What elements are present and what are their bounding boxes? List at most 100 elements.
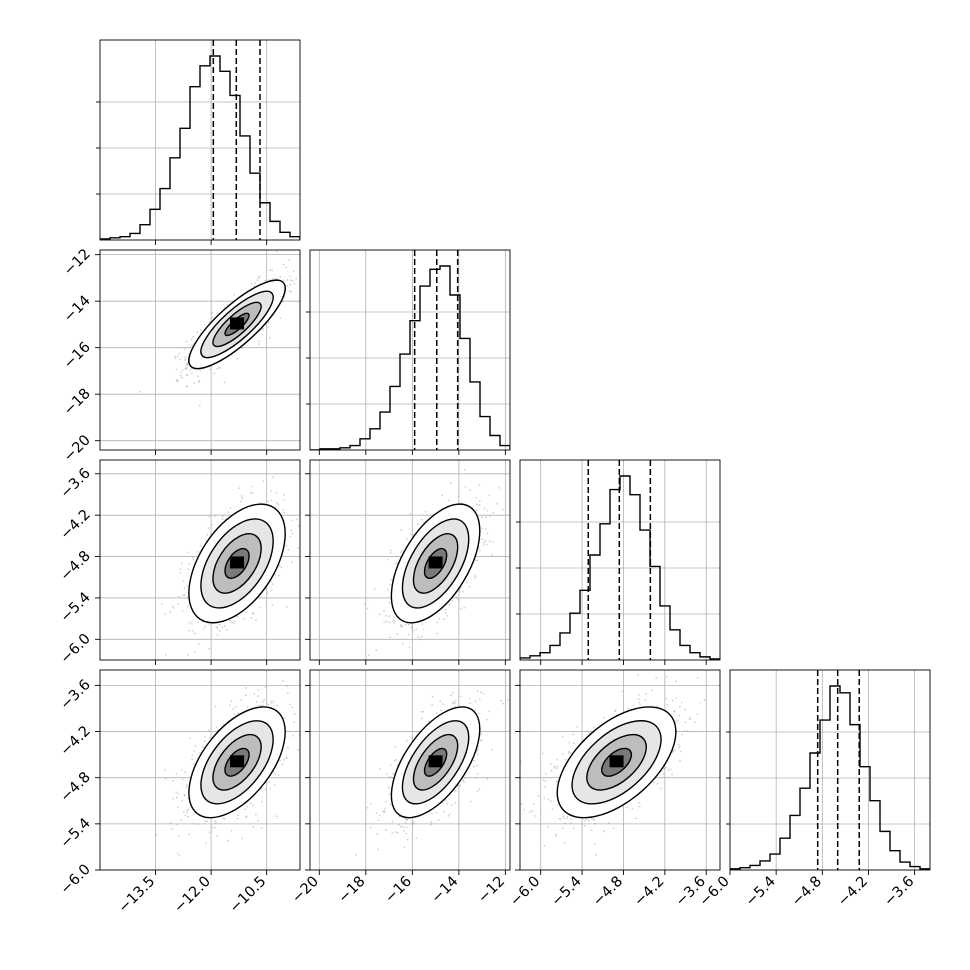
scatter-point [172,607,175,609]
scatter-point [257,688,260,691]
scatter-point [437,819,440,822]
scatter-point [369,826,372,829]
scatter-point [215,726,218,729]
scatter-point [555,835,558,837]
scatter-point [191,372,193,375]
scatter-point [274,773,276,776]
scatter-point [488,540,491,543]
scatter-point [283,717,286,719]
scatter-point [206,533,209,536]
scatter-point [177,380,179,382]
scatter-point [450,694,452,697]
scatter-point [199,369,202,371]
scatter-point [258,340,261,342]
scatter-point [388,621,391,624]
scatter-point [476,772,479,775]
scatter-point [199,752,201,754]
scatter-point [488,494,491,496]
scatter-point [486,532,489,535]
scatter-point [214,705,217,708]
scatter-point [452,701,455,704]
scatter-point [375,649,378,652]
scatter-point [491,748,493,751]
scatter-point [287,692,289,695]
scatter-point [182,580,185,582]
scatter-point [663,768,665,770]
scatter-point [176,852,179,855]
scatter-point [186,815,189,818]
scatter-point [188,621,191,624]
y-tick-label: −6.0 [58,631,94,667]
scatter-point [274,574,277,576]
scatter-point [187,653,189,656]
panel-0-0 [96,39,301,245]
scatter-point [286,285,289,288]
scatter-point [444,612,447,614]
scatter-point [603,830,605,833]
scatter-point [277,574,280,577]
scatter-point [229,619,232,622]
x-tick-label: −16 [382,874,415,907]
scatter-point [208,729,210,731]
panel-frame [309,459,511,661]
scatter-point [400,551,402,554]
scatter-point [477,753,479,756]
scatter-point [208,515,211,518]
scatter-point [181,778,184,781]
scatter-point [438,618,440,620]
scatter-point [262,480,265,482]
scatter-point [182,811,185,813]
scatter-point [209,368,212,371]
scatter-point [279,317,282,320]
scatter-point [193,750,195,753]
scatter-point [184,358,187,361]
scatter-point [183,794,186,797]
scatter-point [179,572,182,574]
scatter-point [216,627,219,630]
scatter-point [186,812,188,814]
scatter-point [454,802,457,804]
scatter-point [393,620,396,623]
scatter-point [185,385,188,388]
scatter-point [450,804,453,807]
scatter-point [389,793,391,795]
scatter-point [563,842,566,844]
scatter-point [258,704,261,707]
scatter-point [264,788,267,791]
scatter-point [181,369,184,372]
scatter-point [417,636,420,639]
scatter-point [177,835,180,837]
scatter-point [176,379,179,381]
scatter-point [191,758,194,761]
scatter-point [191,344,194,347]
scatter-point [400,625,403,628]
scatter-point [678,714,681,717]
scatter-point [297,749,299,751]
scatter-point [192,557,194,559]
scatter-point [394,746,397,748]
scatter-point [457,495,460,497]
scatter-point [584,819,587,822]
scatter-point [186,364,188,367]
scatter-point [366,806,369,809]
panel-frame [519,459,721,661]
scatter-point [252,612,254,614]
scatter-point [472,765,475,768]
scatter-point [486,509,489,512]
scatter-point [245,694,247,697]
scatter-point [411,736,413,739]
scatter-point [171,605,174,608]
scatter-point [388,786,390,789]
scatter-point [262,328,264,330]
scatter-point [415,837,418,840]
scatter-point [384,800,387,803]
scatter-point [388,615,390,617]
scatter-point [479,500,481,502]
scatter-point [232,708,235,711]
scatter-point [186,363,189,366]
y-tick-label: −16 [61,339,94,372]
scatter-point [283,493,286,496]
scatter-point [401,625,403,628]
panel-3-1: −20 −18 −16 −14 −12 [289,669,511,907]
scatter-point [207,527,210,529]
